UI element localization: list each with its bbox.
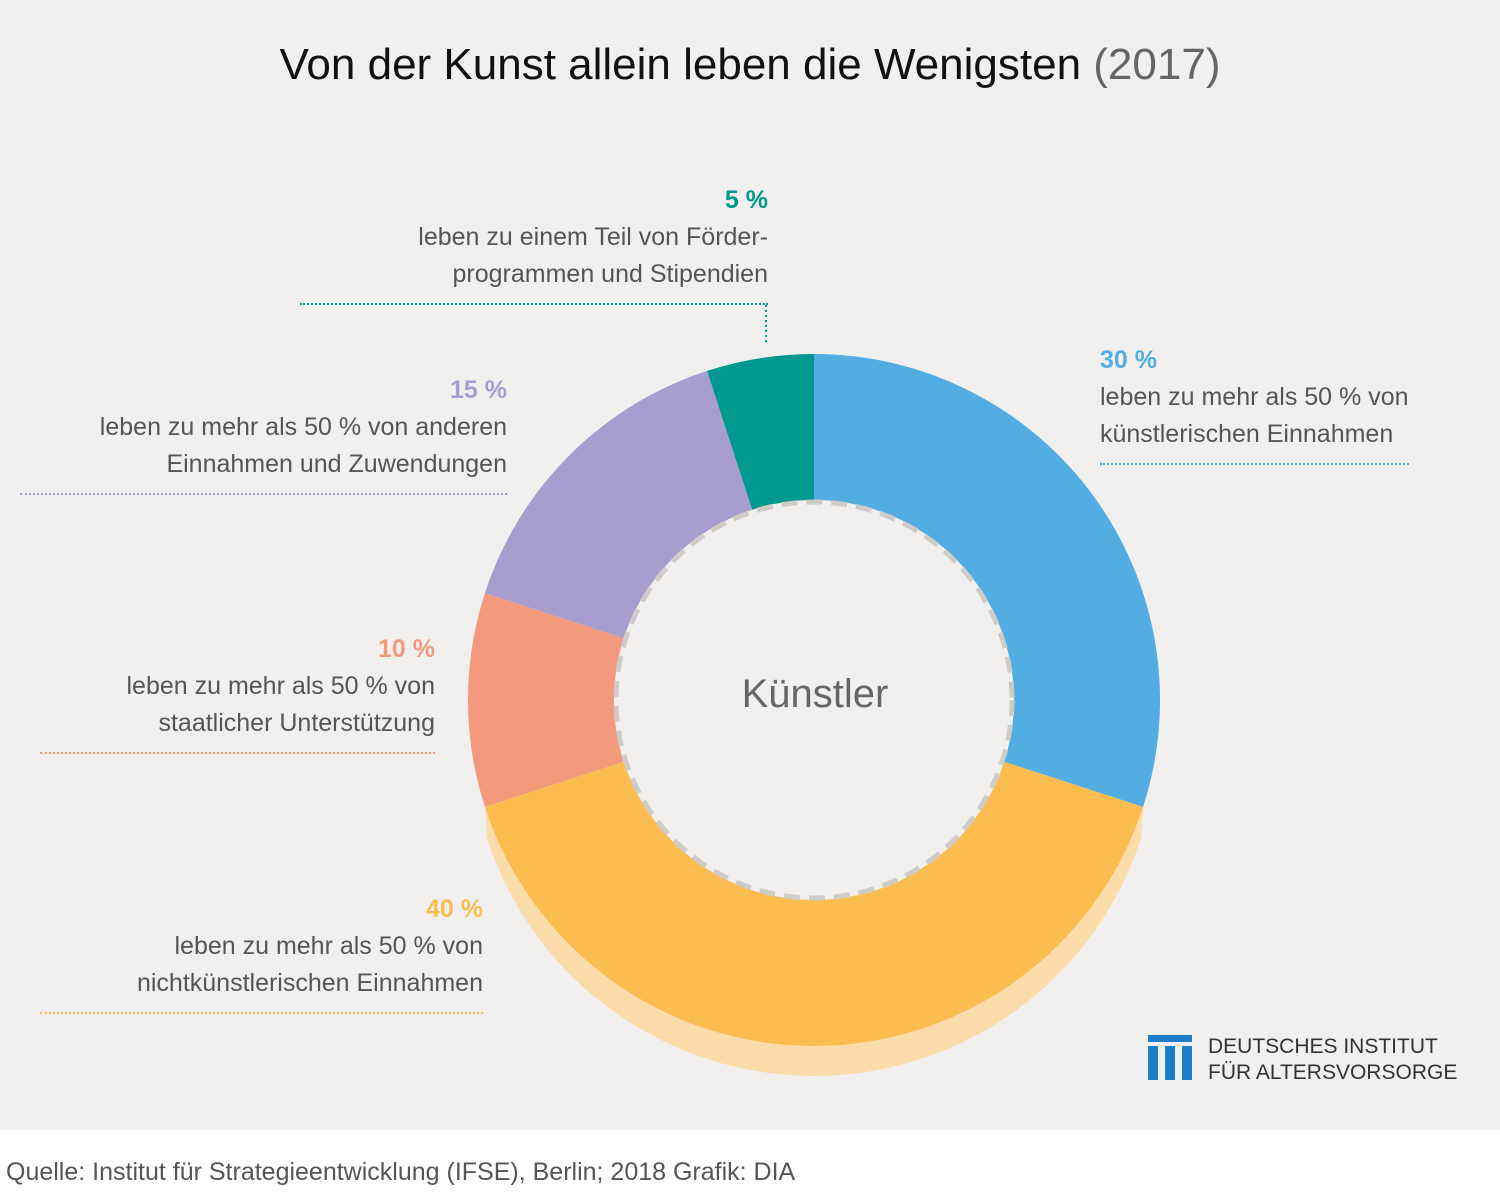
slice-pct: 40 % xyxy=(426,895,483,923)
title-main: Von der Kunst allein leben die Wenigsten xyxy=(279,40,1082,89)
slice-desc: leben zu mehr als 50 % von anderen Einna… xyxy=(99,413,507,478)
slice-pct: 10 % xyxy=(378,635,435,663)
donut-slice-2 xyxy=(467,593,624,807)
dia-logo-icon xyxy=(1148,1035,1192,1080)
title-year: (2017) xyxy=(1093,40,1221,89)
highlight-shadow-arc xyxy=(484,806,1144,1076)
donut-slice-1 xyxy=(484,761,1144,1046)
slice-pct: 15 % xyxy=(450,376,507,404)
donut-slice-4 xyxy=(707,354,814,510)
slice-pct: 30 % xyxy=(1100,346,1157,374)
donut-slice-0 xyxy=(814,354,1160,807)
slice-label-foerderung: 5 % leben zu einem Teil von Förder- prog… xyxy=(300,182,768,305)
slice-label-staatlich: 10 % leben zu mehr als 50 % von staatlic… xyxy=(40,631,435,754)
slice-desc: leben zu einem Teil von Förder- programm… xyxy=(418,223,768,288)
donut-chart xyxy=(467,305,1160,1076)
slice-desc: leben zu mehr als 50 % von künstlerische… xyxy=(1100,383,1409,448)
slice-desc: leben zu mehr als 50 % von staatlicher U… xyxy=(126,672,435,737)
slice-pct: 5 % xyxy=(724,186,768,214)
source-footer: Quelle: Institut für Strategieentwicklun… xyxy=(6,1158,796,1186)
chart-canvas: Von der Kunst allein leben die Wenigsten… xyxy=(0,0,1500,1130)
slice-desc: leben zu mehr als 50 % von nichtkünstler… xyxy=(136,932,483,997)
slice-label-andere: 15 % leben zu mehr als 50 % von anderen … xyxy=(20,372,507,495)
inner-dashed-ring xyxy=(613,499,1015,901)
donut-slice-3 xyxy=(484,370,753,639)
slice-label-kuenstlerisch: 30 % leben zu mehr als 50 % von künstler… xyxy=(1100,342,1409,465)
slice-label-nichtkuenstlerisch: 40 % leben zu mehr als 50 % von nichtkün… xyxy=(40,891,483,1014)
chart-title: Von der Kunst allein leben die Wenigsten… xyxy=(0,40,1500,90)
logo-text: DEUTSCHES INSTITUT FÜR ALTERSVORSORGE xyxy=(1208,1035,1458,1084)
donut-center-label: Künstler xyxy=(741,672,889,716)
